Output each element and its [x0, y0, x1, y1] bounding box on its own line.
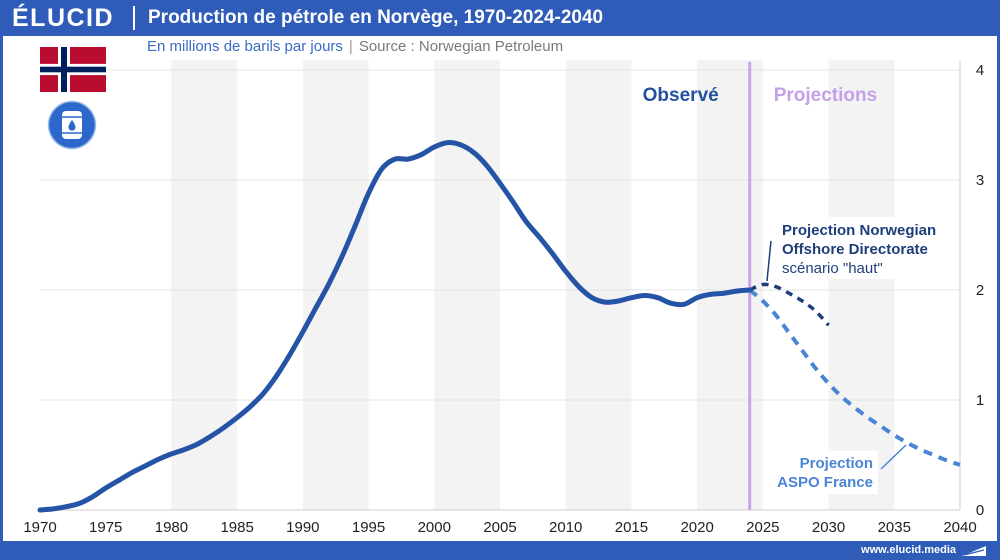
site-url: www.elucid.media — [861, 544, 956, 556]
gridlines — [40, 69, 960, 511]
aspo-projection-line — [748, 288, 961, 467]
units-label: En millions de barils par jours — [147, 38, 343, 55]
x-tick-label: 1985 — [220, 519, 253, 536]
source-label: Source : Norwegian Petroleum — [358, 38, 564, 55]
x-axis-tick-labels: 1970 1975 1980 1985 1990 1995 2000 2005 2010 2015… — [23, 519, 976, 536]
frame-right-border — [997, 0, 1000, 560]
background-band — [828, 60, 895, 510]
header-separator — [133, 6, 135, 30]
nod-projection-annotation: Projection Norwegian Offshore Directorate… — [766, 217, 947, 282]
background-bands — [171, 60, 895, 510]
annotation-background — [768, 451, 878, 494]
aspo-projection-annotation: Projection ASPO France — [768, 444, 907, 494]
elucid-mark-icon — [962, 546, 986, 556]
annotation-text: scénario "haut" — [782, 260, 883, 277]
chart-title: Production de pétrole en Norvège, 1970-2… — [148, 7, 604, 28]
x-tick-label: 2000 — [418, 519, 451, 536]
x-tick-label: 1990 — [286, 519, 319, 536]
observed-label: Observé — [643, 85, 719, 106]
header-bar: ÉLUCID Production de pétrole en Norvège,… — [0, 0, 1000, 36]
annotation-connector — [880, 444, 907, 470]
x-tick-label: 2040 — [943, 519, 976, 536]
oil-barrel-icon — [47, 100, 97, 150]
y-tick-label: 1 — [976, 392, 984, 409]
norway-flag-icon — [40, 47, 106, 92]
background-band — [697, 60, 763, 510]
series-lines — [37, 140, 961, 513]
y-tick-label: 3 — [976, 172, 984, 189]
y-tick-label: 2 — [976, 282, 984, 299]
x-tick-label: 2015 — [615, 519, 648, 536]
annotation-background — [777, 217, 947, 279]
x-tick-label: 2035 — [878, 519, 911, 536]
background-band — [171, 60, 238, 510]
x-tick-label: 2030 — [812, 519, 845, 536]
y-tick-label: 4 — [976, 62, 984, 79]
x-tick-label: 1970 — [23, 519, 56, 536]
y-axis-tick-labels: 0 1 2 3 4 — [976, 62, 984, 519]
frame-left-border — [0, 0, 3, 560]
x-tick-label: 1975 — [89, 519, 122, 536]
background-band — [434, 60, 500, 510]
background-band — [302, 60, 369, 510]
x-tick-label: 2010 — [549, 519, 582, 536]
brand-logo: ÉLUCID — [12, 4, 115, 32]
projections-label: Projections — [774, 85, 877, 106]
x-tick-label: 2020 — [680, 519, 713, 536]
annotation-connector — [766, 240, 772, 282]
y-tick-label: 0 — [976, 502, 984, 519]
nod-projection-line — [748, 282, 830, 327]
x-tick-label: 1980 — [155, 519, 188, 536]
annotation-text: Projection Norwegian — [782, 222, 936, 239]
chart-subtitle: En millions de barils par jours | Source :… — [147, 38, 563, 56]
subtitle-separator: | — [348, 38, 353, 55]
observed-production-line — [37, 140, 753, 513]
x-tick-label: 1995 — [352, 519, 385, 536]
x-tick-label: 2025 — [746, 519, 779, 536]
x-tick-label: 2005 — [483, 519, 516, 536]
annotation-text: ASPO France — [777, 474, 873, 491]
footer-bar: www.elucid.media — [0, 541, 1000, 560]
annotation-text: Offshore Directorate — [782, 241, 928, 258]
annotation-text: Projection — [800, 455, 873, 472]
